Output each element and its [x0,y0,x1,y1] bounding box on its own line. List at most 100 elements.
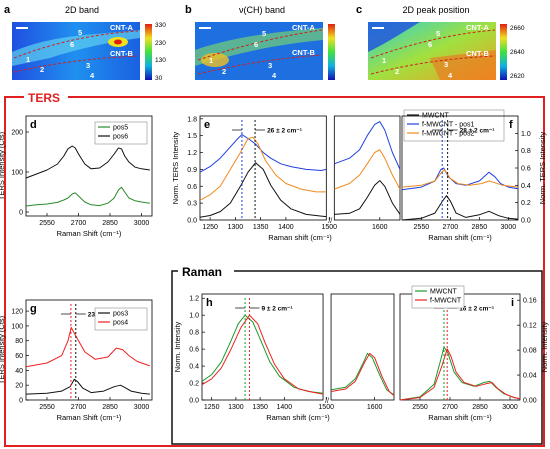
map-label: 6 [70,40,74,49]
scale-bar [199,27,211,29]
map-label: 1 [209,56,213,65]
colorbar-tick: 30 [155,75,163,82]
map-label: 2 [222,67,226,76]
plot-frame [330,293,395,401]
map-panel-c: c 2D peak position CNT-A CNT-B 5 6 1 2 3… [356,4,525,80]
colorbar-tick: 2620 [510,73,525,80]
chart-panel-g: 2550 2700 2850 3000 0 20 40 60 80 100 120 Raman Shi… [0,299,153,422]
plot-frame [199,115,327,221]
y-tick-label: 40 [15,368,23,375]
series-line [199,162,401,218]
x-tick-label: 1350 [252,404,268,411]
heatmap-feature [12,30,140,66]
legend-entry: MWCNT [430,289,458,296]
ters-frame [4,96,545,447]
panel-letter: i [511,297,514,309]
x-tick-label: 1500 [318,404,334,411]
map-label: 2 [40,65,44,74]
x-tick-label: 1350 [253,224,269,231]
y-tick-label: 1.2 [187,150,197,157]
legend-entry: pos5 [113,125,128,132]
y-axis-label: TERS Intensity (Cts) [0,131,6,200]
series-line [401,167,519,191]
map-title: 2D band [65,5,99,15]
series-line [399,348,521,401]
heatmap-feature [368,22,420,52]
x-tick-label: 3000 [134,404,150,411]
x-axis-label: Raman shift (cm⁻¹) [428,413,492,422]
y-tick-label: 0.2 [189,381,199,388]
x-tick-label: 1600 [372,224,388,231]
y-tick-label: 0.8 [189,330,199,337]
map-label: CNT-A [110,23,133,32]
y-tick-label: 0.12 [523,323,537,330]
y-tick-label: 100 [11,170,23,177]
x-tick-label: 3000 [134,220,150,227]
heatmap-hotspot-core [114,39,122,45]
y-tick-label: 0.9 [187,167,197,174]
scale-bar [372,27,384,29]
y-tick-label: 0 [19,210,23,217]
x-tick-label: 1500 [321,224,337,231]
y-tick-label: 0 [19,398,23,405]
map-title: ν(CH) band [239,5,285,15]
series-line [401,195,519,221]
y-tick-label: 0.08 [523,348,537,355]
y-tick-label: 0.0 [187,218,197,225]
colorbar-tick: 130 [155,57,166,64]
cnt-b-outline [370,55,496,75]
heatmap-feature [430,50,496,80]
map-label: 5 [78,28,82,37]
legend-entry: pos4 [113,320,128,327]
y-tick-label: 1.8 [187,116,197,123]
map-label: CNT-B [110,49,133,58]
cnt-a-outline [370,29,496,59]
y-tick-label: 0.3 [187,201,197,208]
y-axis-label: Norm. TERS Intensity [538,132,547,205]
x-axis-label: Raman Shift (cm⁻¹) [57,229,122,238]
plot-frame [333,115,401,221]
panel-letter: b [185,4,192,16]
map-label: CNT-A [466,23,489,32]
y-tick-label: 80 [15,338,23,345]
map-label: 5 [436,29,440,38]
series-line [199,121,401,173]
map-label: 2 [395,67,399,76]
map-label: 3 [444,60,448,69]
panel-letter: d [30,119,37,131]
axis-break-mark: // [328,218,332,225]
legend-box [403,109,505,142]
scale-bar [16,27,28,29]
x-tick-label: 1250 [204,404,220,411]
series-line [199,136,401,201]
legend-entry: f-MWCNT [430,298,462,305]
chart-panel-d: 2550 2700 2850 3000 0 100 200 Raman Shift (cm⁻¹… [0,115,153,238]
map-label: 1 [382,56,386,65]
map-label: 6 [428,40,432,49]
x-tick-label: 2700 [71,220,87,227]
series-line [25,145,150,179]
y-tick-label: 0.4 [521,183,531,190]
section-title-ters: TERS [28,91,60,105]
y-axis-label: Norm. TERS Intensity [171,132,180,205]
chart-panel-i: 2550 2700 2850 3000 0.00 0.04 0.08 0.12 0.16 Rama… [399,285,549,422]
x-tick-label: 2850 [102,220,118,227]
x-tick-label: 3000 [502,404,518,411]
map-label: CNT-B [466,49,489,58]
map-label: 4 [448,71,453,80]
annotation-label: 16 ± 2 cm⁻¹ [459,306,494,313]
y-axis-label: Norm. Intensity [540,322,549,373]
x-tick-label: 1300 [228,404,244,411]
y-tick-label: 60 [15,353,23,360]
raman-label-bg [178,264,234,278]
x-tick-label: 2850 [472,224,488,231]
y-tick-label: 100 [11,323,23,330]
raman-frame [171,270,543,445]
legend-entry: pos3 [113,311,128,318]
cnt-b-outline [13,55,139,73]
ters-label-bg [24,90,68,104]
chart-panel-e: // 1250 1300 1350 1400 1500 1600 0.0 0.3 0.6 0.9 1.… [171,109,505,242]
y-tick-label: 0.2 [521,200,531,207]
x-axis-label: Raman shift (cm⁻¹) [268,233,332,242]
